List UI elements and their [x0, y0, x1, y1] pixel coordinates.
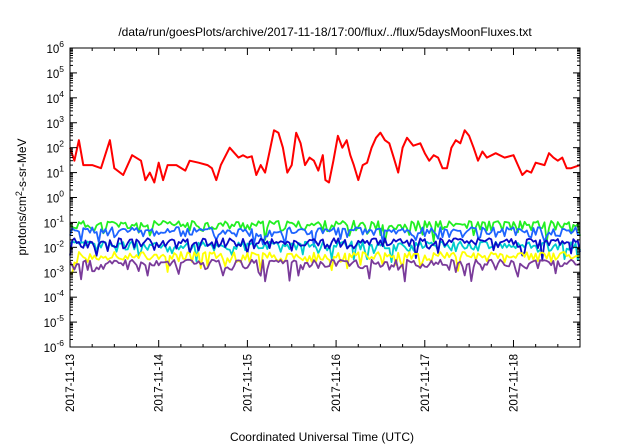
x-tick-label: 2017-11-17	[420, 354, 432, 412]
series-line-5	[69, 237, 581, 261]
y-tick-label: 10-3	[44, 263, 65, 280]
y-tick-label: 10-6	[44, 338, 65, 355]
x-tick-label: 2017-11-15	[242, 354, 254, 412]
series-layer	[69, 129, 581, 283]
x-tick-label: 2017-11-13	[65, 354, 77, 412]
series-line-7	[69, 258, 581, 283]
x-tick-label: 2017-11-16	[331, 354, 343, 412]
y-tick-label: 101	[46, 164, 64, 181]
y-tick-label: 10-4	[44, 288, 65, 305]
axes-layer: 10-6 10-5 10-4 10-3 10-2 10-1 100 101 102 103 104 1…	[44, 39, 581, 412]
chart-title: /data/run/goesPlots/archive/2017-11-18/1…	[118, 25, 532, 39]
x-axis-label: Coordinated Universal Time (UTC)	[230, 430, 414, 444]
y-axis-label-main: protons/cm	[15, 196, 29, 255]
y-axis-label-sup: 2	[14, 191, 24, 196]
y-tick-label: 102	[46, 139, 64, 156]
y-tick-label: 10-5	[44, 313, 65, 330]
x-tick-label: 2017-11-14	[154, 353, 166, 412]
series-line-2	[69, 219, 581, 244]
y-tick-label: 104	[46, 89, 64, 106]
y-tick-label: 106	[46, 39, 64, 56]
y-tick-label: 103	[46, 114, 64, 131]
y-axis-label-rest: -s-sr-MeV	[15, 138, 29, 191]
y-tick-label: 105	[46, 64, 64, 81]
series-line-1	[69, 129, 581, 184]
series-line-6	[69, 251, 581, 275]
y-axis-label: protons/cm2-s-sr-MeV	[14, 138, 29, 255]
series-line-3	[69, 226, 581, 248]
y-tick-label: 10-1	[44, 213, 65, 230]
x-tick-label: 2017-11-18	[508, 354, 520, 412]
svg-text:protons/cm2-s-sr-MeV: protons/cm2-s-sr-MeV	[14, 138, 29, 255]
y-tick-label: 10-2	[44, 238, 65, 255]
plot-frame	[69, 47, 581, 348]
y-tick-label: 100	[46, 189, 64, 206]
